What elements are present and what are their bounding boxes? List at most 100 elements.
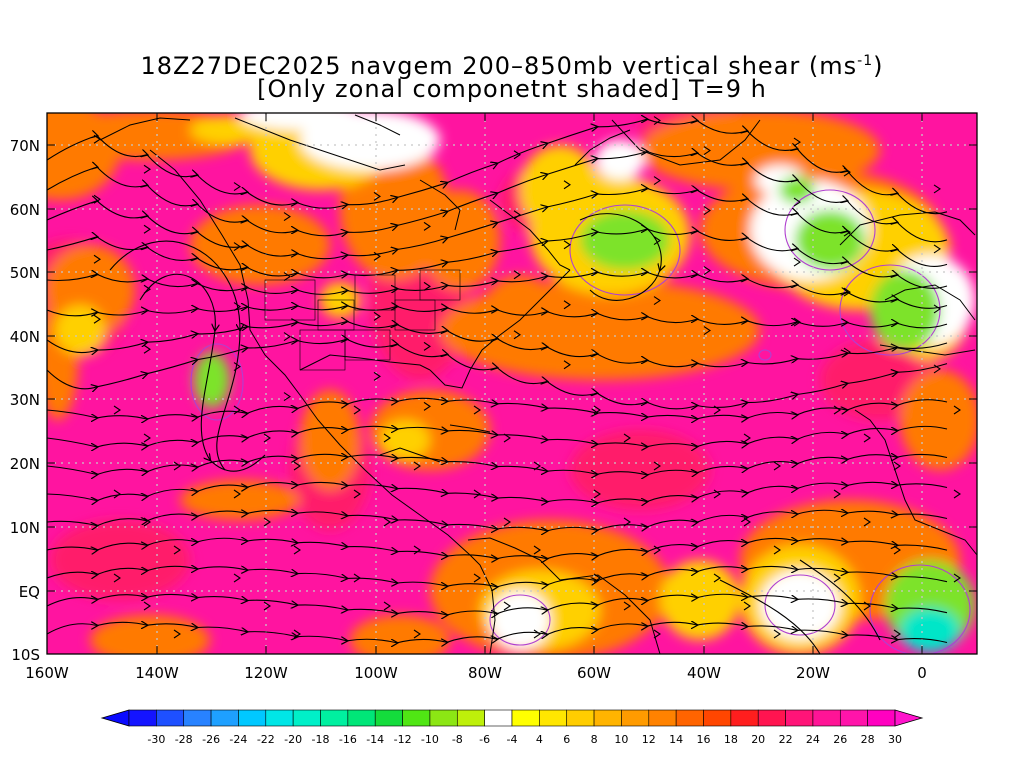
streamline-arrow — [143, 164, 151, 174]
colorbar-tick-label: -16 — [339, 733, 357, 746]
lat-label: EQ — [19, 583, 40, 601]
streamline — [719, 579, 821, 654]
streamline-arrow — [653, 461, 661, 471]
colorbar-tick-label: -20 — [284, 733, 302, 746]
colorbar-swatch — [785, 709, 814, 727]
streamline-arrow — [173, 629, 181, 639]
streamline-arrow — [293, 461, 301, 471]
colorbar-tick-label: -6 — [479, 733, 490, 746]
streamline — [47, 426, 948, 447]
streamline-arrow — [93, 254, 101, 264]
colorbar-tick-label: 12 — [642, 733, 656, 746]
streamline-arrow — [984, 434, 990, 442]
streamline-arrow — [793, 257, 801, 267]
colorbar-tick-label: 24 — [806, 733, 820, 746]
lat-label: 70N — [10, 137, 40, 155]
lat-label: 50N — [10, 264, 40, 282]
colorbar-swatch — [320, 709, 349, 727]
streamline — [47, 339, 948, 409]
colorbar-tick-label: -30 — [147, 733, 165, 746]
lon-label: 0 — [917, 664, 927, 682]
streamline-arrow — [1014, 630, 1020, 638]
colorbar-swatch — [539, 709, 568, 727]
streamline-arrow — [703, 206, 711, 216]
title-text: 18Z27DEC2025 navgem 200–850mb vertical s… — [140, 52, 858, 80]
streamline-arrow — [143, 224, 151, 234]
streamline-arrow — [383, 601, 391, 611]
streamline-arrow — [413, 461, 421, 471]
streamline-arrow — [703, 266, 711, 276]
streamline-arrow — [623, 517, 631, 527]
streamline — [799, 559, 881, 641]
colorbar-swatch — [675, 709, 704, 727]
lon-label: 160W — [25, 664, 69, 682]
streamline-arrow — [773, 545, 781, 555]
streamline-arrow — [843, 227, 851, 237]
streamline-arrow — [593, 405, 601, 415]
colorbar-tick-label: 14 — [669, 733, 683, 746]
colorbar-swatch — [621, 709, 650, 727]
streamline-arrow — [563, 240, 571, 250]
streamline-arrow — [113, 489, 121, 499]
streamline-arrow — [833, 405, 841, 415]
lat-label: 10N — [10, 519, 40, 537]
colorbar-swatch — [730, 709, 759, 727]
colorbar-swatch — [374, 709, 403, 727]
streamline-arrow — [833, 489, 841, 499]
streamline-arrow — [593, 573, 601, 583]
streamline-arrow — [933, 184, 941, 194]
colorbar-tick-label: 20 — [751, 733, 765, 746]
streamline-arrow — [984, 518, 990, 526]
colorbar-tick-label: -14 — [366, 733, 384, 746]
streamline-arrow — [713, 405, 721, 415]
streamline-arrow — [984, 395, 990, 403]
streamline-arrow — [423, 341, 431, 351]
longitude-axis: 160W 140W 120W 100W 80W 60W 40W 20W 0 — [25, 113, 927, 682]
colorbar-swatch — [484, 709, 513, 727]
streamline-arrow — [843, 287, 851, 297]
streamline — [139, 273, 266, 472]
streamline-arrow — [473, 489, 481, 499]
streamline-arrow — [113, 405, 121, 415]
colorbar-tick-label: -24 — [229, 733, 247, 746]
colorbar-swatch — [703, 709, 732, 727]
streamline — [47, 566, 948, 587]
streamline-arrow — [933, 304, 941, 314]
streamline-arrow — [233, 242, 241, 252]
lon-label: 80W — [468, 664, 502, 682]
streamline-arrow — [743, 517, 751, 527]
streamline — [47, 622, 948, 643]
streamline-arrow — [953, 489, 961, 499]
streamline-arrow — [653, 296, 661, 306]
colorbar-swatch — [511, 709, 540, 727]
streamline-arrow — [933, 364, 941, 374]
streamline-arrow — [263, 517, 271, 527]
streamline-arrow — [653, 629, 661, 639]
streamline — [47, 272, 948, 309]
streamline-arrow — [533, 461, 541, 471]
streamline-arrow — [423, 221, 431, 231]
streamline-arrow — [863, 433, 871, 443]
streamline-arrow — [933, 244, 941, 254]
lat-label: 20N — [10, 455, 40, 473]
streamline-arrow — [793, 317, 801, 327]
streamline-arrow — [423, 401, 431, 411]
streamline-arrow — [743, 433, 751, 443]
lat-label: 60N — [10, 201, 40, 219]
streamline-arrow — [143, 284, 151, 294]
streamline-arrow — [283, 332, 291, 342]
streamline-arrow — [843, 347, 851, 357]
streamline — [47, 594, 948, 615]
streamline-arrow — [263, 433, 271, 443]
streamline-arrow — [513, 330, 521, 340]
colorbar-swatch — [757, 709, 786, 727]
streamline-arrow — [984, 275, 990, 283]
colorbar-tick-label: -26 — [202, 733, 220, 746]
streamline-arrow — [503, 517, 511, 527]
lon-label: 40W — [687, 664, 721, 682]
colorbar-swatch — [347, 709, 376, 727]
streamline-arrow — [293, 629, 301, 639]
streamline-arrow — [233, 489, 241, 499]
streamline-arrow — [263, 601, 271, 611]
